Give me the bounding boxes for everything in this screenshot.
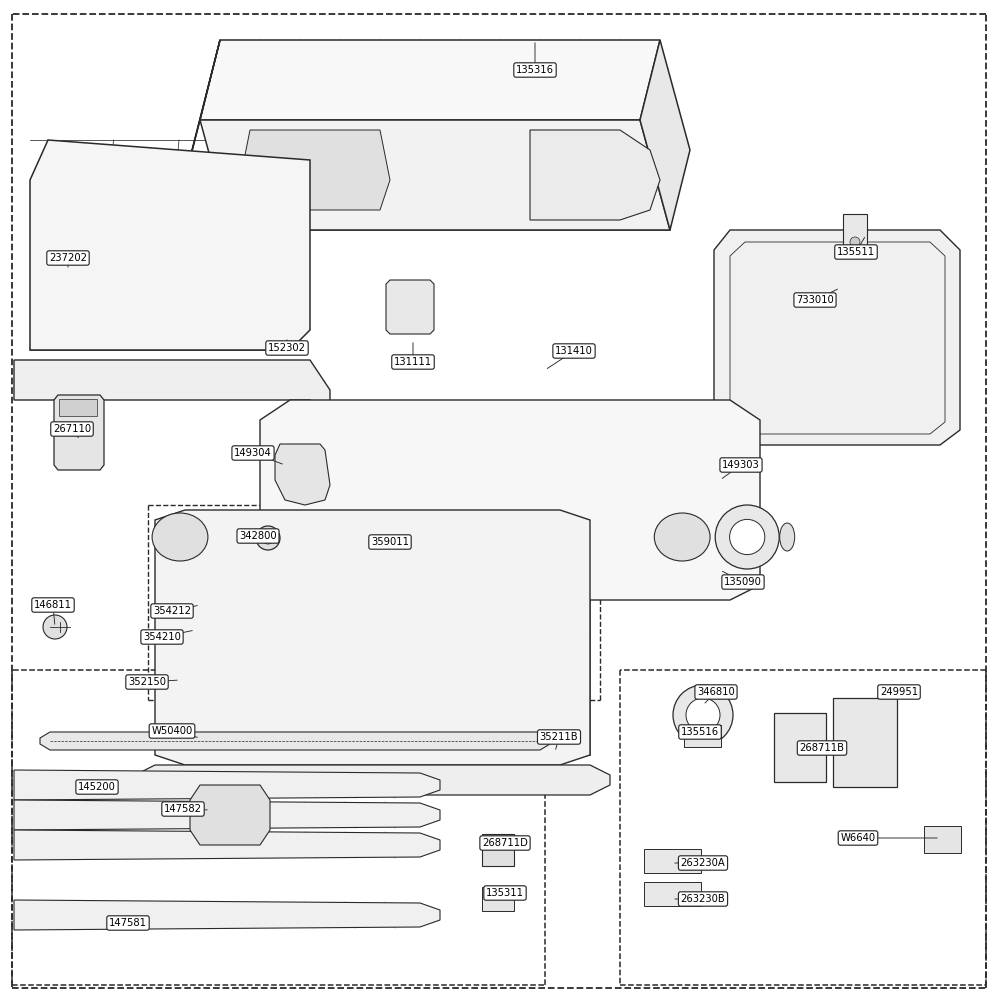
Polygon shape: [714, 230, 960, 445]
Circle shape: [262, 532, 274, 544]
Text: 135090: 135090: [724, 577, 762, 587]
Polygon shape: [14, 900, 440, 930]
Ellipse shape: [780, 523, 795, 551]
Text: 267110: 267110: [53, 424, 91, 434]
Text: 249951: 249951: [880, 687, 918, 697]
Text: 268711B: 268711B: [800, 743, 844, 753]
Circle shape: [43, 615, 67, 639]
FancyBboxPatch shape: [644, 882, 701, 906]
Text: 35211B: 35211B: [540, 732, 578, 742]
Text: 352150: 352150: [128, 677, 166, 687]
Polygon shape: [260, 400, 760, 600]
Ellipse shape: [152, 513, 208, 561]
Text: W50400: W50400: [151, 726, 193, 736]
Text: W6640: W6640: [840, 833, 876, 843]
Polygon shape: [200, 40, 660, 120]
Text: 359011: 359011: [371, 537, 409, 547]
Ellipse shape: [654, 513, 710, 561]
Polygon shape: [135, 765, 610, 795]
Polygon shape: [275, 444, 330, 505]
Polygon shape: [14, 830, 440, 860]
Text: 147581: 147581: [109, 918, 147, 928]
Text: 733010: 733010: [796, 295, 834, 305]
Polygon shape: [530, 130, 660, 220]
FancyBboxPatch shape: [924, 826, 961, 853]
Text: 354212: 354212: [153, 606, 191, 616]
Polygon shape: [172, 40, 220, 230]
Polygon shape: [190, 785, 270, 845]
Text: 149303: 149303: [722, 460, 760, 470]
Circle shape: [715, 505, 779, 569]
Polygon shape: [14, 800, 440, 830]
FancyBboxPatch shape: [59, 399, 97, 416]
FancyBboxPatch shape: [833, 698, 897, 787]
Polygon shape: [386, 280, 434, 334]
FancyBboxPatch shape: [482, 887, 514, 911]
Text: 263230B: 263230B: [681, 894, 725, 904]
Polygon shape: [640, 40, 690, 230]
Polygon shape: [40, 732, 550, 750]
Text: 135511: 135511: [837, 247, 875, 257]
Circle shape: [686, 698, 720, 732]
Text: 131111: 131111: [394, 357, 432, 367]
Polygon shape: [200, 120, 670, 230]
Circle shape: [673, 685, 733, 745]
Polygon shape: [14, 360, 330, 410]
Polygon shape: [155, 510, 590, 765]
Circle shape: [850, 237, 860, 247]
Text: 147582: 147582: [164, 804, 202, 814]
FancyBboxPatch shape: [482, 834, 514, 866]
FancyBboxPatch shape: [644, 849, 701, 873]
Text: 149304: 149304: [234, 448, 272, 458]
FancyBboxPatch shape: [774, 713, 826, 782]
Text: 354210: 354210: [143, 632, 181, 642]
Polygon shape: [54, 395, 104, 470]
FancyBboxPatch shape: [843, 214, 867, 256]
Text: 268711D: 268711D: [482, 838, 528, 848]
Circle shape: [730, 519, 765, 555]
Text: 145200: 145200: [78, 782, 116, 792]
FancyBboxPatch shape: [684, 725, 721, 747]
Polygon shape: [30, 140, 310, 350]
Text: 152302: 152302: [268, 343, 306, 353]
Text: 146811: 146811: [34, 600, 72, 610]
Circle shape: [256, 526, 280, 550]
Text: 237202: 237202: [49, 253, 87, 263]
Text: 135316: 135316: [516, 65, 554, 75]
Text: 131410: 131410: [555, 346, 593, 356]
Polygon shape: [14, 770, 440, 800]
Text: 135516: 135516: [681, 727, 719, 737]
Text: 346810: 346810: [697, 687, 735, 697]
Text: 135311: 135311: [486, 888, 524, 898]
Polygon shape: [240, 130, 390, 210]
Text: 342800: 342800: [239, 531, 277, 541]
Text: 263230A: 263230A: [681, 858, 725, 868]
